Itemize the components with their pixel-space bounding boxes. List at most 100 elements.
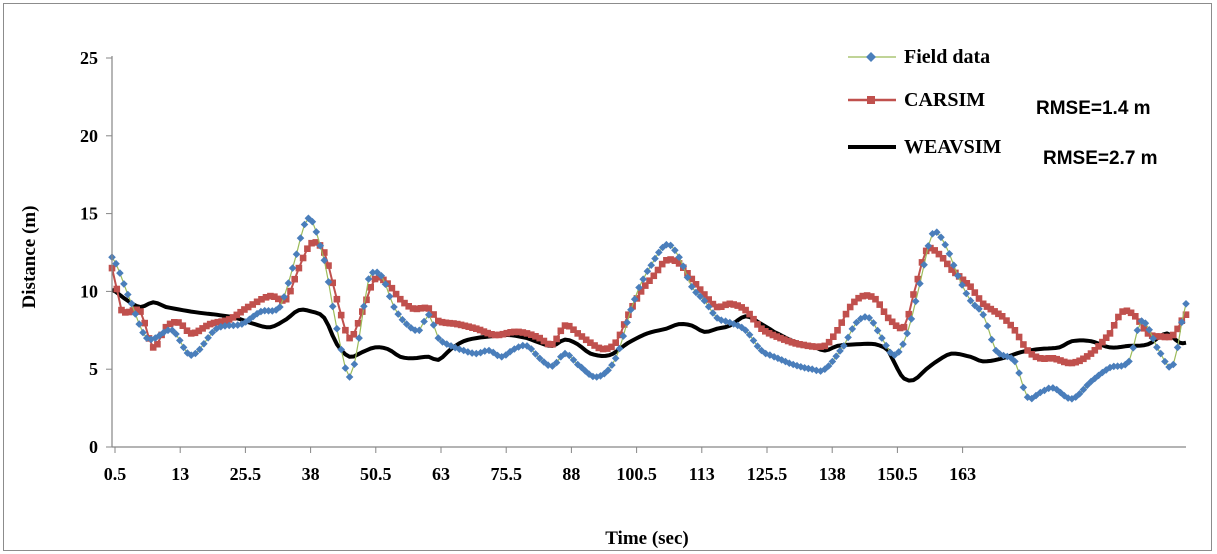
data-point — [364, 275, 373, 283]
data-point — [753, 342, 762, 350]
data-point — [1153, 343, 1161, 352]
data-point — [112, 259, 120, 268]
data-point — [195, 345, 204, 354]
data-point — [611, 354, 620, 363]
data-point — [210, 319, 218, 327]
data-point — [446, 319, 453, 327]
data-point — [1049, 355, 1057, 362]
data-point — [492, 331, 499, 339]
data-point — [208, 328, 217, 337]
data-point — [1015, 333, 1023, 341]
data-point — [1057, 357, 1064, 364]
data-point — [696, 286, 704, 293]
data-point — [217, 323, 225, 331]
data-point — [688, 275, 696, 283]
data-point — [983, 303, 991, 310]
data-point — [316, 242, 325, 250]
data-point — [337, 345, 345, 354]
data-point — [952, 269, 959, 277]
data-point — [650, 272, 658, 280]
data-point — [561, 349, 569, 358]
x-tick-label: 100.5 — [616, 464, 657, 484]
data-point — [333, 324, 341, 333]
data-point — [1156, 349, 1165, 358]
data-point — [578, 333, 586, 340]
data-point — [345, 373, 354, 381]
legend-label-carsim: CARSIM — [904, 89, 985, 111]
data-point — [253, 298, 261, 306]
plot-area — [108, 214, 1190, 403]
data-point — [536, 334, 543, 342]
data-point — [1071, 393, 1080, 401]
data-point — [971, 301, 979, 310]
data-point — [907, 315, 916, 323]
data-point — [781, 336, 788, 343]
data-point — [800, 364, 809, 372]
data-point — [615, 344, 624, 353]
data-point — [900, 323, 908, 331]
data-point — [608, 361, 616, 369]
data-point — [949, 261, 958, 269]
data-point — [1032, 353, 1040, 361]
data-point — [553, 335, 560, 343]
data-point — [830, 333, 837, 340]
data-point — [1037, 355, 1044, 362]
data-point — [832, 352, 840, 361]
data-point — [1161, 357, 1169, 366]
data-point — [1007, 321, 1014, 329]
data-point — [481, 347, 489, 355]
data-point — [206, 320, 214, 328]
data-point — [139, 328, 147, 337]
data-point — [450, 320, 457, 327]
data-point — [1119, 308, 1126, 315]
data-point — [312, 228, 321, 236]
data-point — [773, 333, 780, 340]
data-point — [531, 350, 540, 358]
data-point — [499, 330, 507, 338]
data-point — [125, 308, 133, 316]
data-point — [320, 256, 329, 265]
data-point — [464, 348, 472, 356]
data-point — [821, 342, 829, 350]
data-point — [203, 322, 210, 330]
data-point — [151, 334, 160, 342]
data-point — [561, 322, 569, 329]
data-point — [221, 322, 229, 330]
data-point — [734, 302, 741, 309]
data-point — [738, 304, 745, 311]
data-point — [141, 319, 148, 327]
x-tick-label: 50.5 — [360, 464, 392, 484]
data-point — [1075, 390, 1084, 398]
data-point — [113, 285, 121, 293]
data-point — [409, 305, 417, 312]
data-point — [385, 292, 394, 301]
data-point — [1110, 322, 1118, 329]
data-point — [214, 318, 222, 326]
data-point — [1079, 385, 1088, 394]
data-point — [394, 310, 402, 318]
data-point — [704, 302, 713, 311]
data-point — [1041, 355, 1048, 362]
x-tick-label: 63 — [432, 464, 450, 484]
data-point — [511, 328, 518, 336]
data-point — [884, 314, 892, 322]
data-point — [599, 345, 607, 353]
data-point — [825, 338, 833, 346]
data-point — [420, 317, 428, 326]
data-point — [655, 248, 663, 257]
y-tick-label: 15 — [80, 204, 98, 224]
data-point — [758, 325, 765, 332]
data-point — [975, 295, 983, 302]
data-point — [507, 329, 514, 336]
data-point — [1076, 357, 1083, 365]
data-point — [171, 319, 178, 326]
data-point — [268, 307, 277, 315]
series-line-weavsim — [111, 288, 1187, 383]
data-point — [244, 303, 252, 311]
data-point — [324, 278, 333, 286]
data-point — [1011, 357, 1019, 366]
data-point — [363, 296, 370, 304]
data-point — [557, 327, 565, 335]
data-point — [966, 296, 975, 305]
data-point — [435, 317, 442, 325]
